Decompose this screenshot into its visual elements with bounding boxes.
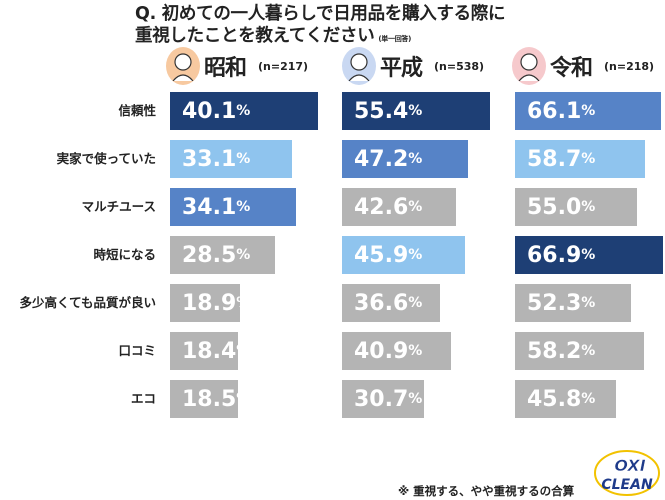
category-label: 口コミ bbox=[118, 343, 156, 358]
bar: 47.2% bbox=[342, 140, 469, 178]
bar: 18.4% bbox=[170, 332, 250, 370]
bar: 42.6% bbox=[342, 188, 456, 226]
percent-unit: % bbox=[581, 247, 596, 263]
percent-unit: % bbox=[236, 391, 251, 407]
data-label: 52.3 bbox=[527, 290, 582, 316]
bar: 33.1% bbox=[170, 140, 293, 178]
data-label: 40.1 bbox=[182, 98, 237, 124]
bar: 45.9% bbox=[342, 236, 465, 274]
percent-unit: % bbox=[408, 343, 423, 359]
percent-unit: % bbox=[408, 103, 423, 119]
data-label: 66.1 bbox=[527, 98, 582, 124]
percent-unit: % bbox=[581, 343, 596, 359]
data-label: 45.9 bbox=[354, 242, 409, 268]
data-label: 30.7 bbox=[354, 386, 409, 412]
data-label: 18.4 bbox=[182, 338, 237, 364]
bar: 34.1% bbox=[170, 188, 296, 226]
bar: 18.9% bbox=[170, 284, 250, 322]
sample-size: (n=538) bbox=[434, 59, 485, 73]
column-header: 平成 (n=538) bbox=[342, 46, 484, 86]
category-label: 信頼性 bbox=[118, 103, 156, 118]
data-label: 42.6 bbox=[354, 194, 409, 220]
title-note: (単一回答) bbox=[378, 35, 412, 43]
data-label: 58.7 bbox=[527, 146, 582, 172]
percent-unit: % bbox=[236, 151, 251, 167]
person-reiwa-icon bbox=[512, 47, 546, 85]
bar: 30.7% bbox=[342, 380, 424, 418]
column-header: 令和 (n=218) bbox=[512, 46, 654, 86]
series-name: 令和 bbox=[550, 56, 593, 81]
data-label: 18.5 bbox=[182, 386, 237, 412]
data-label: 66.9 bbox=[527, 242, 582, 268]
bar: 66.9% bbox=[515, 236, 663, 274]
svg-text:OXI: OXI bbox=[614, 456, 645, 475]
bar: 40.9% bbox=[342, 332, 452, 370]
percent-unit: % bbox=[581, 391, 596, 407]
bar: 28.5% bbox=[170, 236, 276, 274]
percent-unit: % bbox=[581, 103, 596, 119]
data-label: 33.1 bbox=[182, 146, 237, 172]
category-label: 実家で使っていた bbox=[56, 151, 156, 166]
series-name: 平成 bbox=[380, 56, 423, 81]
data-label: 40.9 bbox=[354, 338, 409, 364]
percent-unit: % bbox=[581, 151, 596, 167]
data-label: 18.9 bbox=[182, 290, 237, 316]
bar: 40.1% bbox=[170, 92, 318, 130]
series-name: 昭和 bbox=[204, 56, 247, 81]
footnote: ※ 重視する、やや重視するの合算 bbox=[398, 484, 575, 498]
percent-unit: % bbox=[408, 247, 423, 263]
bar: 55.0% bbox=[515, 188, 637, 226]
percent-unit: % bbox=[236, 199, 251, 215]
percent-unit: % bbox=[408, 391, 423, 407]
percent-unit: % bbox=[236, 295, 251, 311]
bar: 55.4% bbox=[342, 92, 490, 130]
sample-size: (n=217) bbox=[258, 59, 309, 73]
person-heisei-icon bbox=[342, 47, 376, 85]
bar: 36.6% bbox=[342, 284, 440, 322]
percent-unit: % bbox=[408, 151, 423, 167]
bar: 18.5% bbox=[170, 380, 250, 418]
column-header: 昭和 (n=217) bbox=[166, 46, 308, 86]
data-label: 58.2 bbox=[527, 338, 582, 364]
data-label: 55.4 bbox=[354, 98, 409, 124]
data-label: 34.1 bbox=[182, 194, 237, 220]
percent-unit: % bbox=[581, 295, 596, 311]
category-label: マルチユース bbox=[81, 199, 156, 214]
title-line-2: 重視したことを教えてください bbox=[135, 26, 375, 46]
chart-title: Q. 初めての一人暮らしで日用品を購入する際に 重視したことを教えてください (単… bbox=[135, 3, 506, 50]
percent-unit: % bbox=[236, 103, 251, 119]
data-label: 45.8 bbox=[527, 386, 582, 412]
person-showa-icon bbox=[166, 47, 200, 85]
percent-unit: % bbox=[408, 199, 423, 215]
bar: 66.1% bbox=[515, 92, 662, 130]
percent-unit: % bbox=[236, 247, 251, 263]
oxiclean-logo: OXI CLEAN bbox=[594, 450, 660, 496]
bar: 45.8% bbox=[515, 380, 617, 418]
data-label: 28.5 bbox=[182, 242, 237, 268]
percent-unit: % bbox=[408, 295, 423, 311]
category-label: 多少高くても品質が良い bbox=[19, 295, 156, 310]
data-label: 47.2 bbox=[354, 146, 409, 172]
bar: 52.3% bbox=[515, 284, 631, 322]
percent-unit: % bbox=[236, 343, 251, 359]
percent-unit: % bbox=[581, 199, 596, 215]
bar: 58.7% bbox=[515, 140, 645, 178]
title-line-1: Q. 初めての一人暮らしで日用品を購入する際に bbox=[135, 4, 506, 24]
category-label: エコ bbox=[130, 391, 156, 406]
category-label: 時短になる bbox=[93, 247, 156, 262]
data-label: 55.0 bbox=[527, 194, 582, 220]
sample-size: (n=218) bbox=[604, 59, 655, 73]
data-label: 36.6 bbox=[354, 290, 409, 316]
bar: 58.2% bbox=[515, 332, 644, 370]
svg-text:CLEAN: CLEAN bbox=[601, 477, 653, 493]
